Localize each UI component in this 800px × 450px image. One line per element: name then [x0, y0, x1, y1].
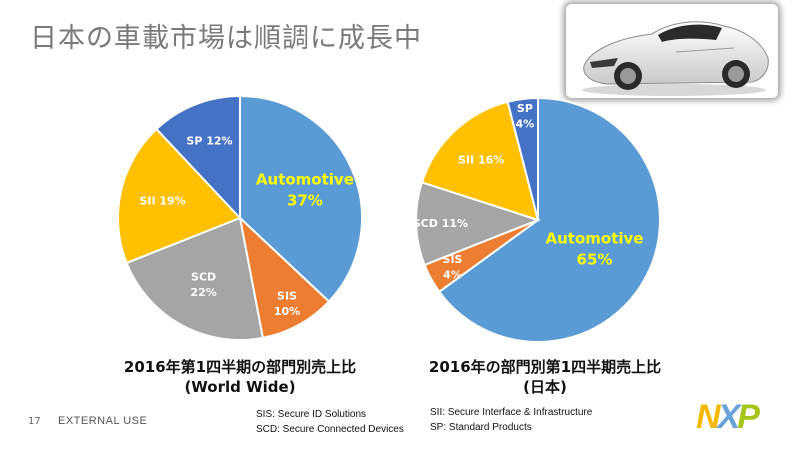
legend-sp: SP: Standard Products [430, 422, 532, 433]
pie-value-label-automotive-world-wide: 37% [287, 192, 323, 210]
pie-label-sii-japan: SII 16% [458, 153, 504, 166]
sports-car-image [566, 4, 778, 98]
pie-category-label-automotive-world-wide: Automotive [256, 171, 354, 189]
pie-chart-world-wide: Automotive 37% SIS 10% SCD 22% SII 19% SP 12% [117, 94, 363, 341]
pie-category-value-label-scd-japan: SCD 11% [413, 217, 468, 230]
abbreviation-legend-right: SII: Secure Interface & Infrastructure S… [430, 405, 592, 435]
chart-subtitle-japan: (日本) [523, 378, 567, 396]
pie-slice-automotive-world-wide [239, 94, 363, 303]
pie-label-sp-world-wide: SP 12% [186, 135, 232, 148]
logo-letter-n: N [696, 398, 721, 436]
pie-slice-sp-world-wide [155, 94, 241, 221]
pie-slice-automotive-japan [437, 96, 661, 343]
pie-value-label-sis-world-wide: 10% [274, 305, 300, 318]
classification-label: EXTERNAL USE [58, 415, 148, 427]
chart-caption-japan: 2016年の部門別第1四半期売上比 (日本) [395, 357, 695, 397]
page-title: 日本の車載市場は順調に成長中 [30, 23, 422, 54]
page-number: 17 [28, 416, 41, 427]
pie-category-value-label-sii-japan: SII 16% [458, 153, 504, 166]
pie-value-label-sis-japan: 4% [443, 269, 462, 282]
chart-subtitle-world-wide: (World Wide) [184, 378, 296, 396]
pie-label-sp-japan: SP 4% [516, 102, 535, 130]
sports-car-icon [566, 4, 778, 98]
pie-value-label-automotive-japan: 65% [577, 251, 613, 269]
chart-caption-world-wide: 2016年第1四半期の部門別売上比 (World Wide) [80, 357, 400, 397]
pie-category-value-label-sp-world-wide: SP 12% [186, 135, 232, 148]
pie-value-label-scd-world-wide: 22% [190, 286, 216, 299]
pie-category-label-automotive-japan: Automotive [546, 230, 644, 248]
pie-category-value-label-sii-world-wide: SII 19% [139, 195, 185, 208]
abbreviation-legend-left: SIS: Secure ID Solutions SCD: Secure Con… [256, 407, 404, 437]
pie-slice-scd-japan [415, 181, 541, 267]
logo-letter-p: P [737, 398, 760, 436]
pie-label-scd-world-wide: SCD 22% [190, 270, 216, 298]
logo-letter-x: X [717, 398, 741, 436]
pie-label-scd-japan: SCD 11% [413, 217, 468, 230]
chart-title-world-wide: 2016年第1四半期の部門別売上比 [123, 358, 357, 376]
nxp-logo: NXP [696, 398, 760, 437]
pie-category-label-sis-world-wide: SIS [277, 290, 297, 303]
legend-scd: SCD: Secure Connected Devices [256, 424, 404, 435]
pie-slice-sp-japan [506, 96, 539, 221]
pie-value-label-sp-japan: 4% [516, 118, 535, 131]
pie-slice-scd-world-wide [125, 216, 265, 341]
pie-slice-sis-world-wide [238, 215, 331, 340]
pie-label-sis-world-wide: SIS 10% [274, 290, 300, 318]
legend-sii: SII: Secure Interface & Infrastructure [430, 407, 593, 418]
pie-slice-sii-world-wide [117, 127, 242, 265]
pie-label-automotive-world-wide: Automotive 37% [256, 171, 354, 210]
pie-label-sii-world-wide: SII 19% [139, 195, 185, 208]
pie-slice-sii-japan [420, 100, 540, 222]
pie-label-automotive-japan: Automotive 65% [546, 230, 644, 269]
legend-sis: SIS: Secure ID Solutions [256, 409, 367, 420]
pie-category-label-sp-japan: SP [517, 102, 533, 115]
pie-category-label-scd-world-wide: SCD [191, 270, 216, 283]
chart-title-japan: 2016年の部門別第1四半期売上比 [428, 358, 662, 376]
